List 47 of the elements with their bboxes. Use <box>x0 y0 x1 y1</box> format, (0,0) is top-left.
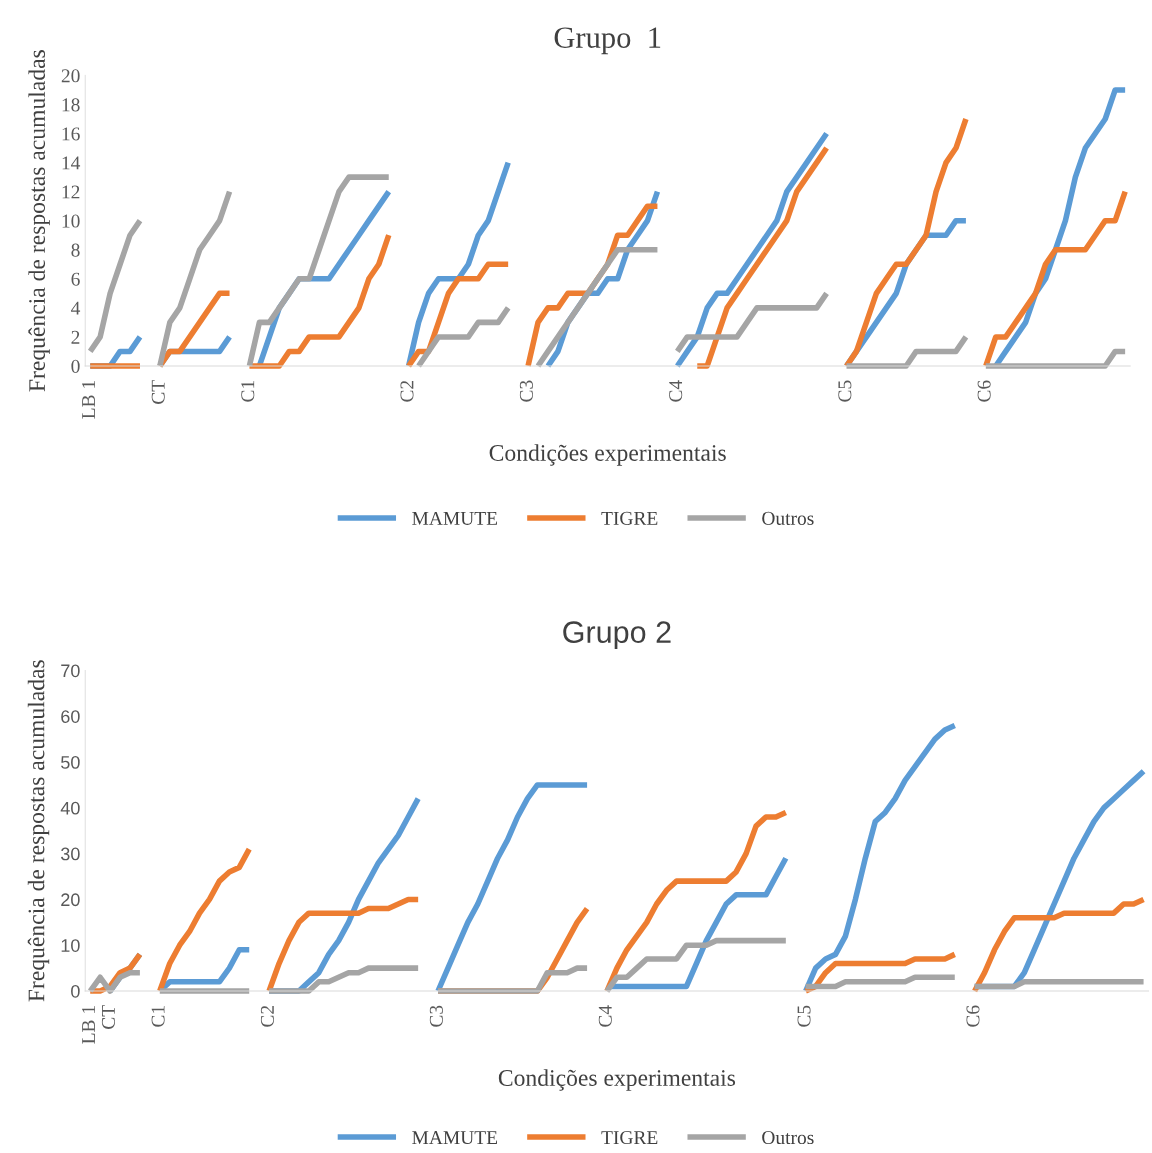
y-tick-label: 8 <box>71 243 80 257</box>
y-tick-label: 12 <box>62 185 80 199</box>
y-tick-label: 40 <box>60 801 80 815</box>
x-tick-label: C4 <box>598 1005 612 1027</box>
y-tick-label: 6 <box>71 272 80 286</box>
x-tick-label: C6 <box>977 380 991 402</box>
y-tick-label: 0 <box>71 984 80 998</box>
legend-label: MAMUTE <box>412 511 498 525</box>
legend-label: Outros <box>762 1131 814 1145</box>
chart-title: Grupo 1 <box>554 27 661 55</box>
x-tick-label: C5 <box>797 1005 811 1027</box>
x-tick-label: CT <box>151 380 165 404</box>
y-tick-label: 60 <box>61 710 80 723</box>
y-tick-label: 50 <box>61 755 80 769</box>
y-tick-label: 10 <box>61 939 80 952</box>
y-axis-title: Frequência de respostas acumuladas <box>28 50 50 392</box>
y-tick-label: 16 <box>62 127 80 141</box>
y-tick-label: 20 <box>61 893 80 907</box>
legend-label: Outros <box>762 511 814 525</box>
x-tick-label: C4 <box>669 380 683 402</box>
x-tick-label: C5 <box>838 380 852 402</box>
y-tick-label: 0 <box>71 359 80 373</box>
legend-label: MAMUTE <box>412 1131 498 1145</box>
legend-label: TIGRE <box>601 1131 658 1145</box>
x-tick-label: C1 <box>241 381 255 402</box>
y-tick-label: 10 <box>62 214 80 228</box>
y-tick-label: 4 <box>71 301 81 315</box>
y-tick-label: 30 <box>60 847 80 861</box>
x-tick-label: LB 1 <box>82 381 95 419</box>
x-tick-label: C1 <box>151 1006 165 1027</box>
x-axis-title: Condições experimentais <box>498 1069 736 1091</box>
x-tick-label: C3 <box>519 380 533 402</box>
y-tick-label: 20 <box>61 69 80 83</box>
x-tick-label: C2 <box>260 1005 274 1027</box>
y-tick-label: 2 <box>71 330 80 344</box>
x-tick-label: C6 <box>966 1005 980 1027</box>
x-axis-title: Condições experimentais <box>489 444 726 466</box>
y-tick-label: 18 <box>62 98 80 112</box>
x-tick-label: CT <box>101 1005 115 1029</box>
chart-title: Grupo 2 <box>563 621 671 650</box>
legend-label: TIGRE <box>601 511 658 525</box>
y-axis-title: Frequência de respostas acumuladas <box>27 660 50 1002</box>
y-tick-label: 14 <box>62 156 81 170</box>
x-tick-label: C2 <box>400 380 414 402</box>
x-tick-label: LB 1 <box>82 1006 95 1044</box>
y-tick-label: 70 <box>61 664 80 678</box>
x-tick-label: C3 <box>429 1005 443 1027</box>
